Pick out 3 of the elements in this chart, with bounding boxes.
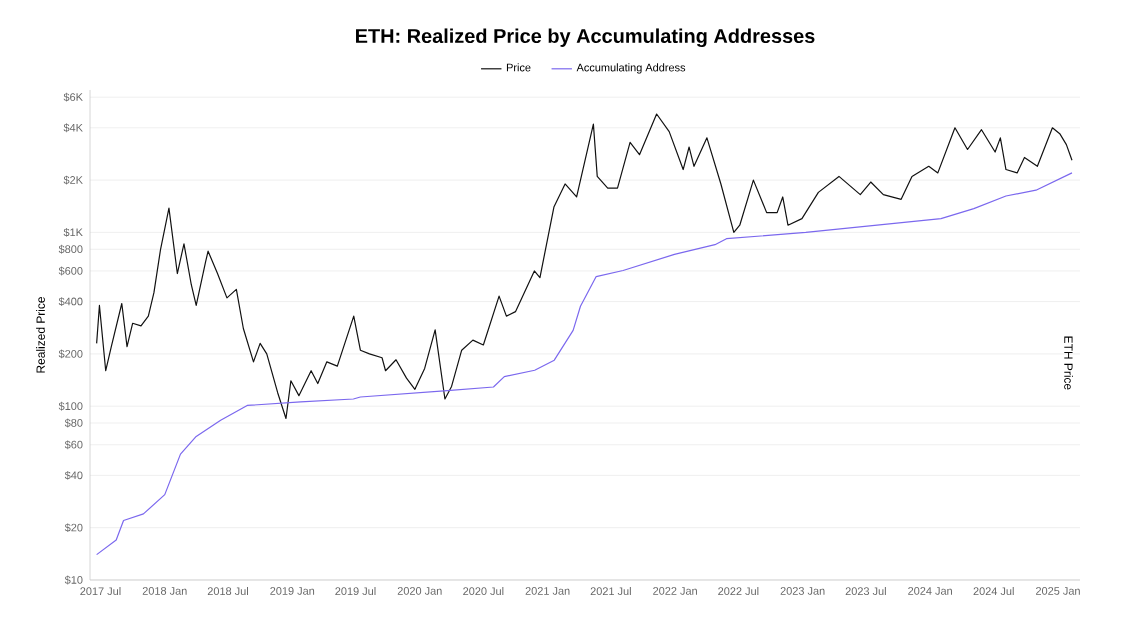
line-series bbox=[96, 113, 1073, 420]
chart-title: ETH: Realized Price by Accumulating Addresses bbox=[356, 28, 815, 48]
line-series bbox=[96, 172, 1073, 556]
